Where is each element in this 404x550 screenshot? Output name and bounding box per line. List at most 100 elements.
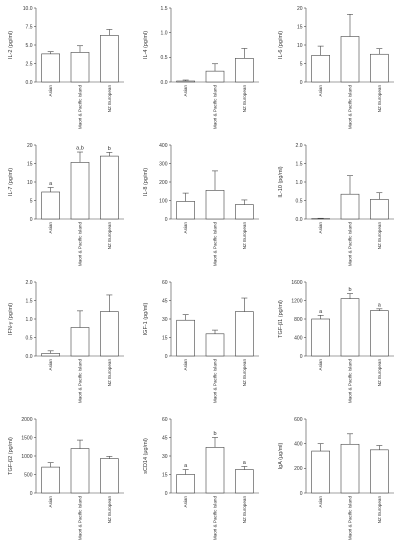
x-tick-label: NZ European	[242, 85, 247, 113]
y-tick-label: 60	[162, 417, 168, 423]
bar	[235, 469, 254, 494]
x-tick-label: NZ European	[242, 359, 247, 387]
bar	[205, 447, 225, 494]
bar	[41, 466, 60, 494]
x-tick-label: Asian	[48, 359, 53, 371]
bar	[176, 80, 195, 83]
bar	[205, 333, 225, 357]
y-tick-label: 400	[294, 441, 303, 447]
y-tick-label: 15	[162, 472, 168, 478]
y-tick-label: 400	[159, 143, 168, 149]
x-tick-label: Maori & Pacific Island	[213, 496, 218, 541]
bar	[70, 162, 90, 220]
bar	[235, 58, 254, 83]
y-tick-label: 0	[165, 354, 168, 360]
y-tick-label: 1.5	[296, 161, 303, 167]
y-tick-label: 200	[159, 180, 168, 186]
x-tick-label: NZ European	[107, 222, 112, 250]
x-tick-label: Maori & Pacific Island	[348, 222, 353, 267]
x-tick-label: Maori & Pacific Island	[78, 359, 83, 404]
significance-label: b	[348, 287, 351, 293]
y-axis-label: IGF-1 (pg/ml)	[143, 302, 149, 335]
y-tick-label: 10	[297, 43, 303, 49]
y-tick-label: 1600	[291, 280, 302, 286]
y-tick-label: 0	[30, 217, 33, 223]
y-axis-label: TGF-β2 (pg/ml)	[8, 437, 14, 475]
y-tick-label: 1.0	[161, 30, 168, 36]
y-tick-label: 0	[165, 491, 168, 497]
y-tick-label: 20	[27, 143, 33, 149]
x-tick-label: Maori & Pacific Island	[213, 222, 218, 267]
y-tick-label: 2.0	[296, 143, 303, 149]
bar	[370, 53, 389, 83]
bar	[176, 474, 195, 494]
x-tick-label: Asian	[318, 222, 323, 234]
y-tick-label: 1200	[291, 298, 302, 304]
y-tick-label: 600	[294, 417, 303, 423]
significance-label: a	[184, 463, 188, 469]
significance-label: a	[378, 302, 382, 308]
x-tick-label: Maori & Pacific Island	[348, 359, 353, 404]
bar	[370, 310, 389, 357]
bar	[370, 449, 389, 494]
y-tick-label: 200	[294, 466, 303, 472]
y-axis-label: IL-6 (pg/ml)	[278, 31, 284, 59]
bar	[235, 311, 254, 357]
x-tick-label: NZ European	[107, 359, 112, 387]
x-tick-label: Maori & Pacific Island	[78, 85, 83, 130]
x-tick-label: Maori & Pacific Island	[213, 85, 218, 130]
y-axis-label: TGF-β1 (pg/ml)	[278, 300, 284, 338]
x-tick-label: Asian	[318, 85, 323, 97]
bar	[41, 53, 60, 83]
significance-label: a	[243, 460, 247, 466]
y-tick-label: 45	[162, 298, 168, 304]
bar	[100, 458, 119, 494]
y-tick-label: 45	[162, 435, 168, 441]
bar	[311, 450, 330, 494]
x-tick-label: Maori & Pacific Island	[348, 496, 353, 541]
y-tick-label: 2.5	[26, 61, 33, 67]
x-tick-label: Asian	[318, 359, 323, 371]
x-tick-label: NZ European	[242, 222, 247, 250]
y-tick-label: 400	[294, 335, 303, 341]
y-tick-label: 0.5	[296, 198, 303, 204]
y-tick-label: 1.0	[296, 180, 303, 186]
x-tick-label: NZ European	[377, 222, 382, 250]
y-tick-label: 0.0	[296, 217, 303, 223]
y-tick-label: 60	[162, 280, 168, 286]
y-tick-label: 1000	[21, 454, 32, 460]
y-tick-label: 30	[162, 317, 168, 323]
y-tick-label: 100	[159, 198, 168, 204]
y-axis-label: IL-7 (pg/ml)	[8, 168, 14, 196]
x-tick-label: Asian	[183, 359, 188, 371]
y-tick-label: 30	[162, 454, 168, 460]
y-tick-label: 1.0	[26, 317, 33, 323]
bar	[205, 190, 225, 220]
x-tick-label: Maori & Pacific Island	[78, 222, 83, 267]
y-tick-label: 2.0	[26, 280, 33, 286]
y-axis-label: IL-2 (pg/ml)	[8, 31, 14, 59]
bar	[176, 201, 195, 220]
x-tick-label: Asian	[183, 85, 188, 97]
bar	[70, 52, 90, 83]
bar	[100, 311, 119, 357]
bar	[340, 298, 360, 357]
bar	[370, 199, 389, 220]
y-axis-label: IL-10 (pg/ml)	[278, 166, 284, 197]
y-tick-label: 20	[297, 6, 303, 12]
y-tick-label: 7.5	[26, 24, 33, 30]
bar	[70, 327, 90, 357]
bar	[340, 36, 360, 83]
significance-label: a,b	[76, 146, 84, 152]
bar	[235, 204, 254, 220]
y-tick-label: 15	[297, 24, 303, 30]
y-axis-label: sCD14 (μg/ml)	[143, 438, 149, 474]
y-axis-label: IL-4 (pg/ml)	[143, 31, 149, 59]
y-tick-label: 0.5	[26, 335, 33, 341]
y-tick-label: 500	[24, 472, 33, 478]
significance-label: a	[319, 309, 323, 315]
x-tick-label: NZ European	[242, 496, 247, 524]
y-tick-label: 1.5	[26, 298, 33, 304]
y-tick-label: 0	[300, 491, 303, 497]
significance-label: b	[213, 431, 216, 437]
